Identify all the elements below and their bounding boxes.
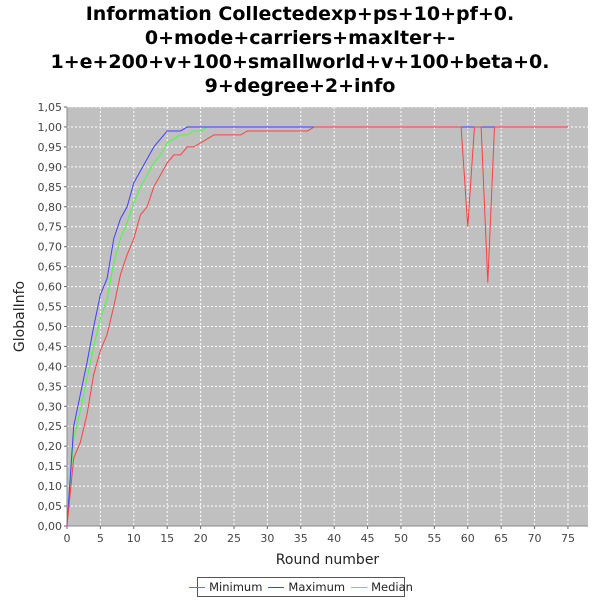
- x-tick-label: 25: [227, 532, 241, 545]
- x-tick-label: 45: [361, 532, 375, 545]
- y-tick-label: 1,05: [38, 101, 63, 114]
- x-tick-label: 35: [294, 532, 308, 545]
- x-tick-label: 55: [427, 532, 441, 545]
- y-tick-label: 0,75: [38, 221, 63, 234]
- legend-swatch-maximum: [268, 586, 285, 588]
- x-tick-label: 0: [64, 532, 71, 545]
- grid-lines: [67, 106, 588, 526]
- y-tick-label: 0,65: [38, 261, 63, 274]
- y-tick-label: 0,85: [38, 181, 63, 194]
- y-tick-label: 0,10: [38, 480, 63, 493]
- y-tick-label: 0,25: [38, 420, 63, 433]
- x-tick-label: 75: [561, 532, 575, 545]
- legend-swatch-median: [351, 586, 368, 588]
- legend-label-minimum: Minimum: [209, 580, 263, 594]
- y-tick-label: 0,55: [38, 301, 63, 314]
- legend-label-median: Median: [371, 580, 413, 594]
- x-tick-label: 10: [127, 532, 141, 545]
- series-line-maximum: [66, 126, 568, 527]
- x-tick-label: 70: [528, 532, 542, 545]
- chart-title-line-4: 9+degree+2+info: [204, 75, 396, 97]
- legend: Minimum Maximum Median: [189, 577, 413, 597]
- x-tick-label: 15: [160, 532, 174, 545]
- x-tick-label: 30: [260, 532, 274, 545]
- legend-label-maximum: Maximum: [288, 580, 346, 594]
- y-tick-label: 0,05: [38, 500, 63, 513]
- legend-swatch-minimum: [189, 586, 206, 588]
- series-line-minimum: [66, 126, 568, 527]
- y-tick-label: 0,30: [38, 400, 63, 413]
- y-tick-label: 0,70: [38, 241, 63, 254]
- x-tick-label: 65: [494, 532, 508, 545]
- y-tick-label: 0,20: [38, 440, 63, 453]
- y-axis-label: GlobalInfo: [12, 281, 28, 352]
- chart-title-line-3: 1+e+200+v+100+smallworld+v+100+beta+0.: [50, 51, 550, 73]
- chart-title-line-2: 0+mode+carriers+maxIter+-: [144, 27, 456, 49]
- axes: 0,00 0,05 0,10 0,15 0,20 0,25 0,30 0,35 0,40 0,45…: [38, 101, 588, 545]
- y-tick-label: 0,15: [38, 460, 63, 473]
- y-tick-label: 0,45: [38, 340, 63, 353]
- x-axis-label: Round number: [276, 552, 380, 568]
- chart-title-line-1: Information Collectedexp+ps+10+pf+0.: [85, 3, 515, 25]
- y-tick-label: 1,00: [38, 121, 63, 134]
- x-tick-label: 5: [97, 532, 104, 545]
- x-tick-label: 50: [394, 532, 408, 545]
- x-tick-label: 40: [327, 532, 341, 545]
- y-tick-label: 0,90: [38, 161, 63, 174]
- series-lines: [66, 126, 568, 527]
- y-tick-label: 0,40: [38, 360, 63, 373]
- y-tick-label: 0,95: [38, 141, 63, 154]
- y-tick-label: 0,00: [38, 520, 63, 533]
- legend-item-median: Median: [351, 580, 413, 594]
- y-tick-label: 0,35: [38, 380, 63, 393]
- legend-item-maximum: Maximum: [268, 580, 345, 594]
- y-tick-label: 0,80: [38, 201, 63, 214]
- plot-area: [67, 107, 588, 526]
- chart-title: Information Collectedexp+ps+10+pf+0. 0+m…: [0, 2, 600, 98]
- x-tick-label: 60: [461, 532, 475, 545]
- x-tick-label: 20: [194, 532, 208, 545]
- legend-item-minimum: Minimum: [189, 580, 262, 594]
- y-tick-label: 0,50: [38, 320, 63, 333]
- y-tick-label: 0,60: [38, 281, 63, 294]
